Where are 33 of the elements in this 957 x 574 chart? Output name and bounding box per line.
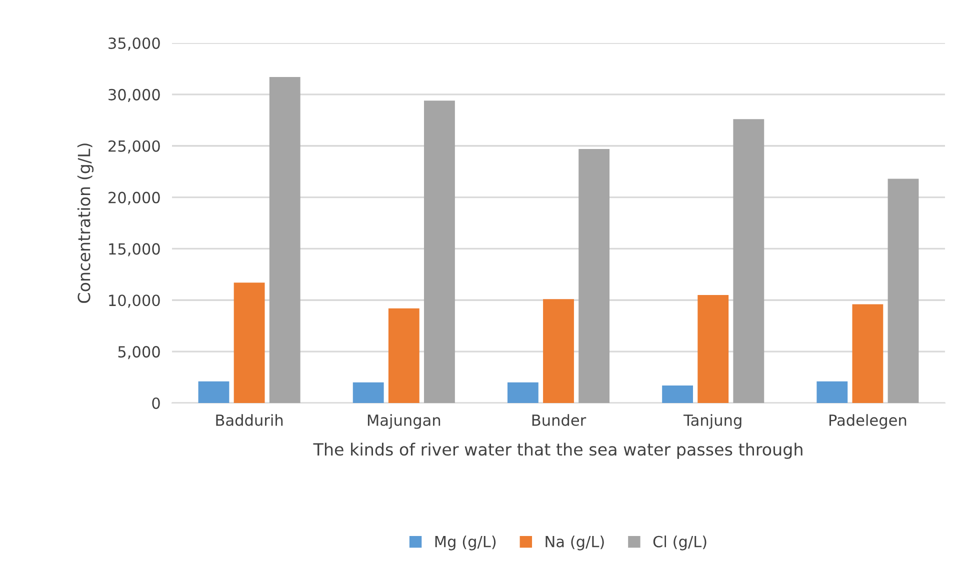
y-tick-label: 5,000 (118, 346, 160, 360)
y-tick-label: 20,000 (108, 192, 160, 205)
bar (198, 381, 230, 403)
bar (888, 178, 919, 403)
y-tick-label: 35,000 (108, 37, 160, 51)
bar (352, 382, 384, 403)
y-tick-label: 25,000 (108, 140, 160, 154)
legend-label: Mg (g/L) (435, 536, 496, 550)
bar (507, 382, 538, 403)
bar (424, 100, 455, 403)
x-axis-title: The kinds of river water that the sea water passes through (313, 442, 802, 459)
x-tick-label: Padelegen (829, 414, 906, 429)
legend-label: Cl (g/L) (653, 536, 706, 550)
y-tick-label: 30,000 (108, 88, 160, 102)
x-tick-label: Tanjung (683, 414, 742, 429)
bar (852, 304, 884, 403)
y-tick-label: 0 (152, 397, 160, 410)
x-tick-label: Bunder (532, 414, 586, 426)
x-tick-label: Majungan (368, 414, 440, 429)
bar (543, 299, 574, 403)
y-tick-label: 10,000 (109, 294, 160, 308)
bar (816, 381, 848, 403)
y-axis-title: Concentration (g/L) (77, 144, 94, 303)
bar (269, 76, 300, 403)
bar (733, 119, 764, 403)
bar (388, 308, 420, 403)
y-tick-label: 15,000 (109, 243, 160, 256)
bar (234, 282, 265, 403)
legend-label: Na (g/L) (546, 536, 604, 550)
bar (662, 386, 693, 403)
bar (698, 295, 729, 403)
bar (578, 148, 610, 403)
x-tick-label: Baddurih (216, 414, 283, 426)
